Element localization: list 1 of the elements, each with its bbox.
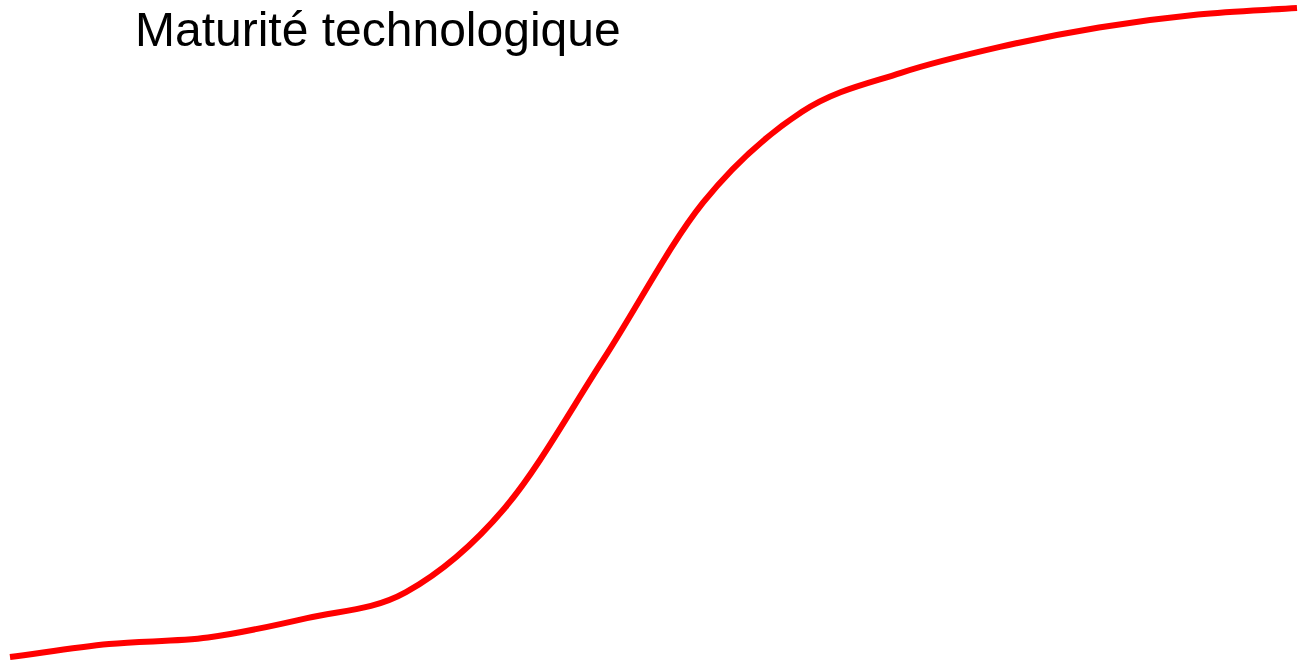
chart-title: Maturité technologique (135, 2, 621, 57)
